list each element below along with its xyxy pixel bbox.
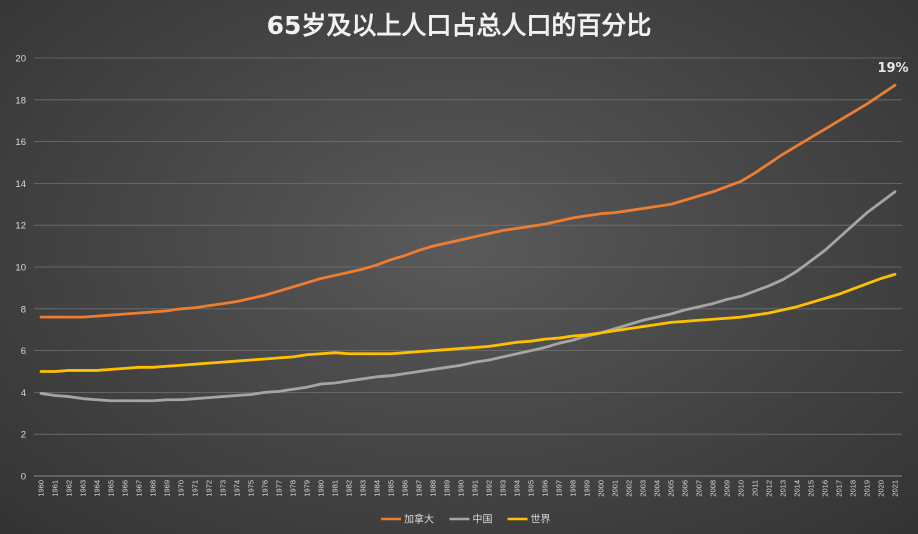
x-tick-label: 1984 bbox=[373, 480, 382, 497]
x-tick-label: 1971 bbox=[191, 480, 200, 497]
x-tick-label: 1991 bbox=[471, 480, 480, 497]
x-tick-label: 1988 bbox=[429, 480, 438, 497]
x-tick-label: 1963 bbox=[79, 480, 88, 497]
x-tick-label: 2005 bbox=[667, 480, 676, 497]
x-tick-label: 1993 bbox=[499, 480, 508, 497]
x-tick-label: 1972 bbox=[205, 480, 214, 497]
y-axis: 0 2 4 6 8 10 12 14 16 18 20 bbox=[15, 54, 902, 483]
x-tick-label: 2003 bbox=[639, 480, 648, 497]
x-tick-label: 1968 bbox=[149, 480, 158, 497]
x-tick-label: 2014 bbox=[793, 480, 802, 497]
x-tick-label: 1997 bbox=[555, 480, 564, 497]
x-tick-label: 1994 bbox=[513, 480, 522, 497]
x-tick-label: 2017 bbox=[835, 480, 844, 497]
x-tick-label: 2018 bbox=[849, 480, 858, 497]
x-tick-label: 1982 bbox=[345, 480, 354, 497]
x-tick-label: 2006 bbox=[681, 480, 690, 497]
x-tick-label: 2012 bbox=[765, 480, 774, 497]
x-tick-label: 1962 bbox=[65, 480, 74, 497]
x-tick-label: 2010 bbox=[737, 480, 746, 497]
series-line-1 bbox=[39, 190, 897, 403]
y-tick-label: 16 bbox=[15, 137, 26, 148]
x-tick-label: 2015 bbox=[807, 480, 816, 497]
y-tick-label: 12 bbox=[15, 221, 26, 232]
x-tick-label: 2001 bbox=[611, 480, 620, 497]
x-tick-label: 1977 bbox=[275, 480, 284, 497]
grid-lines bbox=[34, 57, 902, 435]
x-tick-label: 1979 bbox=[303, 480, 312, 497]
series-line-0 bbox=[39, 83, 897, 319]
x-tick-label: 2016 bbox=[821, 480, 830, 497]
x-tick-label: 1980 bbox=[317, 480, 326, 497]
y-tick-label: 4 bbox=[21, 388, 26, 399]
x-tick-label: 1965 bbox=[107, 480, 116, 497]
x-tick-label: 1961 bbox=[51, 480, 60, 497]
x-tick-label: 2004 bbox=[653, 480, 662, 497]
x-tick-label: 1992 bbox=[485, 480, 494, 497]
x-tick-label: 1974 bbox=[233, 480, 242, 497]
x-tick-label: 1976 bbox=[261, 480, 270, 497]
x-tick-label: 1981 bbox=[331, 480, 340, 497]
x-tick-label: 1975 bbox=[247, 480, 256, 497]
x-tick-label: 2007 bbox=[695, 480, 704, 497]
y-tick-label: 2 bbox=[21, 430, 26, 441]
legend-label: 中国 bbox=[473, 513, 493, 526]
x-tick-label: 1973 bbox=[219, 480, 228, 497]
x-tick-label: 1985 bbox=[387, 480, 396, 497]
x-tick-label: 1967 bbox=[135, 480, 144, 497]
x-tick-label: 1978 bbox=[289, 480, 298, 497]
x-tick-label: 1964 bbox=[93, 480, 102, 497]
x-tick-label: 1970 bbox=[177, 480, 186, 497]
y-tick-label: 8 bbox=[21, 304, 26, 315]
x-tick-label: 2008 bbox=[709, 480, 718, 497]
series-lines bbox=[39, 83, 897, 403]
legend-label: 加拿大 bbox=[404, 513, 434, 526]
y-tick-label: 10 bbox=[15, 263, 26, 274]
x-tick-label: 1969 bbox=[163, 480, 172, 497]
series-line-2 bbox=[39, 272, 897, 373]
x-tick-label: 1998 bbox=[569, 480, 578, 497]
x-tick-label: 2009 bbox=[723, 480, 732, 497]
x-tick-label: 1996 bbox=[541, 480, 550, 497]
x-tick-label: 2002 bbox=[625, 480, 634, 497]
x-tick-label: 1986 bbox=[401, 480, 410, 497]
annotations: 19% bbox=[877, 61, 908, 76]
y-tick-label: 6 bbox=[21, 346, 26, 357]
y-tick-label: 0 bbox=[21, 472, 26, 483]
legend-label: 世界 bbox=[531, 514, 551, 526]
legend: 加拿大 中国 世界 bbox=[381, 513, 551, 526]
x-tick-label: 1990 bbox=[457, 480, 466, 497]
x-tick-label: 1989 bbox=[443, 480, 452, 497]
x-tick-label: 1987 bbox=[415, 480, 424, 497]
x-tick-label: 2013 bbox=[779, 480, 788, 497]
x-tick-label: 2020 bbox=[877, 480, 886, 497]
y-tick-label: 14 bbox=[15, 179, 26, 190]
annotation-label: 19% bbox=[877, 61, 908, 76]
x-tick-label: 1960 bbox=[37, 480, 46, 497]
x-tick-label: 1995 bbox=[527, 480, 536, 497]
x-tick-label: 1983 bbox=[359, 480, 368, 497]
y-tick-label: 20 bbox=[15, 54, 26, 65]
y-tick-label: 18 bbox=[15, 95, 26, 106]
x-tick-label: 2019 bbox=[863, 480, 872, 497]
x-tick-label: 2011 bbox=[751, 480, 760, 496]
x-tick-label: 1999 bbox=[583, 480, 592, 497]
x-tick-label: 2000 bbox=[597, 480, 606, 497]
x-axis: 1960 1961 1962 1963 1964 1965 1966 1967 1968 1969… bbox=[37, 480, 900, 497]
chart-title: 65岁及以上人口占总人口的百分比 bbox=[267, 11, 652, 40]
x-tick-label: 2021 bbox=[891, 480, 900, 497]
x-tick-label: 1966 bbox=[121, 480, 130, 497]
